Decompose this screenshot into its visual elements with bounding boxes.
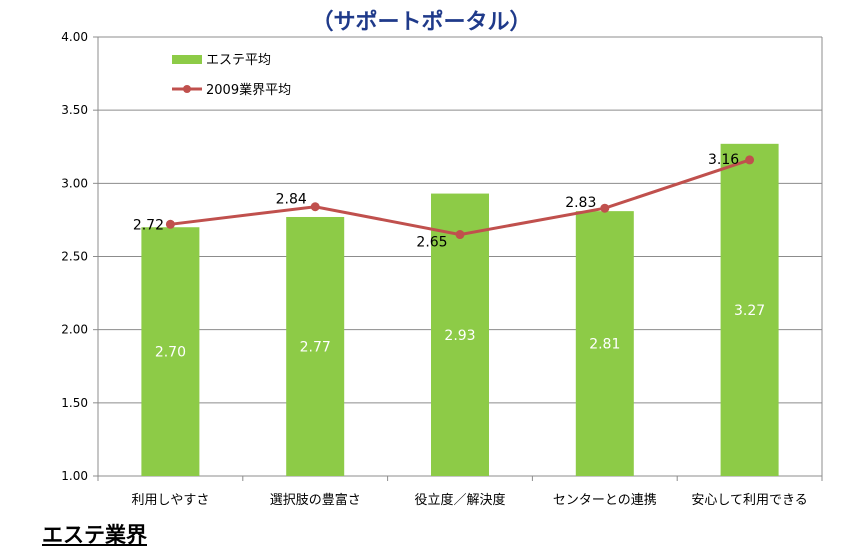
y-tick-label: 3.50	[61, 103, 88, 117]
y-tick-label: 4.00	[61, 30, 88, 44]
x-tick-label: 安心して利用できる	[691, 493, 807, 508]
line-value-label: 2.72	[133, 217, 164, 233]
x-tick-label: 役立度／解決度	[414, 492, 505, 508]
line-point	[745, 155, 755, 165]
bar-value-label: 2.93	[444, 328, 475, 344]
legend: エステ平均 2009業界平均	[172, 53, 291, 98]
line-value-label: 2.83	[565, 195, 596, 211]
line-value-label: 2.84	[276, 192, 307, 208]
y-tick-label: 2.50	[61, 250, 88, 264]
line-point	[310, 202, 320, 212]
legend-swatch-bar	[172, 55, 202, 64]
y-tick-label: 2.00	[61, 323, 88, 337]
x-tick-label: 選択肢の豊富さ	[270, 492, 361, 508]
bar	[720, 143, 779, 476]
line-point	[455, 230, 465, 240]
bar-value-label: 2.81	[589, 337, 620, 353]
y-tick-label: 1.50	[61, 396, 88, 410]
bar	[141, 227, 200, 476]
axes: 1.00 1.50 2.00 2.50 3.00 3.50 4.00 利用しやすさ 選択肢の豊富…	[61, 30, 823, 508]
legend-marker	[183, 85, 191, 93]
line-value-label: 3.16	[708, 152, 739, 168]
bar	[575, 211, 634, 477]
legend-label: エステ平均	[206, 53, 271, 68]
y-tick-label: 3.00	[61, 176, 88, 190]
chart: 1.00 1.50 2.00 2.50 3.00 3.50 4.00 利用しやすさ 選択肢の豊富…	[61, 30, 823, 508]
x-tick-label: センターとの連携	[553, 492, 657, 508]
line-series	[165, 155, 755, 240]
line-point	[600, 203, 610, 213]
bar-value-label: 2.77	[300, 339, 331, 355]
y-tick-label: 1.00	[61, 469, 88, 483]
bar-value-label: 2.70	[155, 345, 186, 361]
line-value-label: 2.65	[416, 235, 447, 251]
x-tick-label: 利用しやすさ	[131, 493, 209, 508]
footer-title: エステ業界	[42, 523, 147, 547]
line-point	[165, 219, 175, 229]
bar	[286, 216, 345, 477]
data-labels: 2.70 2.77 2.93 2.81 3.27 2.72 2.84 2.65 2.83 3.16	[133, 152, 765, 361]
legend-label: 2009業界平均	[206, 82, 291, 98]
bar	[431, 193, 489, 476]
page-title: （サポートポータル）	[311, 10, 532, 35]
bar-value-label: 3.27	[734, 303, 765, 319]
bars	[141, 143, 779, 477]
